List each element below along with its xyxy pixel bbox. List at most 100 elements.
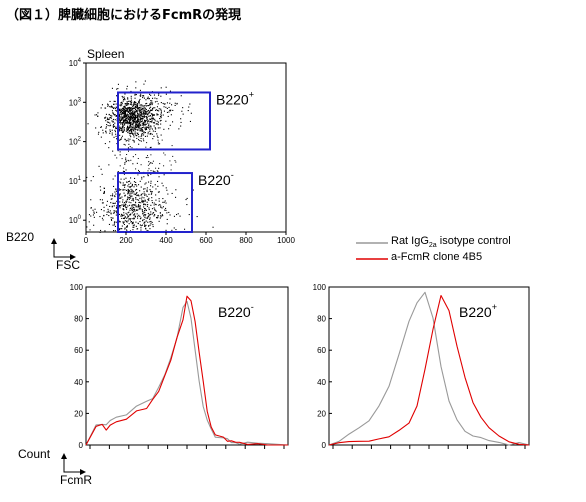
x-tick-label: 800 [239,236,253,245]
event-dot [150,162,152,164]
event-dot [133,134,135,136]
event-dot [122,127,124,129]
event-dot [148,123,150,125]
x-tick-label: 600 [199,236,213,245]
event-dot [140,93,142,95]
event-dot [151,109,153,111]
event-dot [92,209,94,211]
event-dot [126,130,128,132]
event-dot [133,113,135,115]
event-dot [127,97,129,99]
event-dot [112,217,114,219]
event-dot [149,110,151,112]
event-dot [111,198,113,200]
event-dot [147,113,149,115]
event-dot [139,111,141,113]
event-dot [119,205,121,207]
event-dot [145,113,147,115]
event-dot [146,119,148,121]
event-dot [135,117,137,119]
event-dot [149,118,151,120]
event-dot [126,113,128,115]
dotplot-y-axis-label: B220 [6,230,34,244]
event-dot [139,95,141,97]
event-dot [144,120,146,122]
event-dot [138,184,140,186]
event-dot [158,191,160,193]
event-dot [130,109,132,111]
x-tick-label: 200 [119,236,133,245]
event-dot [131,101,133,103]
event-dot [137,114,139,116]
event-dot [135,184,137,186]
event-dot [165,209,167,211]
event-dot [94,114,96,116]
event-dot [138,204,140,206]
event-dot [134,128,136,130]
event-dot [164,154,166,156]
event-dot [132,106,134,108]
event-dot [128,103,130,105]
histogram-title-super: - [251,302,254,312]
event-dot [137,124,139,126]
event-dot [124,144,126,146]
event-dot [127,122,129,124]
histogram-x-axis-label: FcmR [60,473,92,487]
event-dot [119,151,121,153]
event-dot [133,217,135,219]
event-dot [158,108,160,110]
event-dot [160,134,162,136]
event-dot [152,118,154,120]
dotplot-events [86,80,214,233]
event-dot [131,112,133,114]
event-dot [131,108,133,110]
event-dot [112,178,114,180]
event-dot [141,130,143,132]
event-dot [144,112,146,114]
event-dot [141,209,143,211]
event-dot [118,130,120,132]
event-dot [121,113,123,115]
event-dot [141,104,143,106]
event-dot [145,209,147,211]
event-dot [103,192,105,194]
event-dot [144,203,146,205]
dotplot-frame [85,62,287,233]
event-dot [133,191,135,193]
event-dot [88,221,90,223]
event-dot [141,120,143,122]
event-dot [135,116,137,118]
event-dot [146,135,148,137]
event-dot [119,126,121,128]
event-dot [130,132,132,134]
event-dot [160,119,162,121]
event-dot [121,109,123,111]
event-dot [113,222,115,224]
event-dot [135,206,137,208]
event-dot [111,206,113,208]
event-dot [164,200,166,202]
event-dot [126,102,128,104]
event-dot [141,178,143,180]
event-dot [167,115,169,117]
event-dot [135,122,137,124]
event-dot [144,215,146,217]
event-dot [106,121,108,123]
y-tick-base: 10 [69,59,78,68]
event-dot [125,117,127,119]
event-dot [136,137,138,139]
event-dot [147,174,149,176]
event-dot [147,124,149,126]
event-dot [134,132,136,134]
event-dot [165,187,167,189]
event-dot [137,132,139,134]
event-dot [126,115,128,117]
event-dot [124,189,126,191]
event-dot [175,196,177,198]
event-dot [151,162,153,164]
event-dot [116,127,118,129]
event-dot [129,134,131,136]
event-dot [127,103,129,105]
event-dot [126,229,128,231]
event-dot [142,118,144,120]
